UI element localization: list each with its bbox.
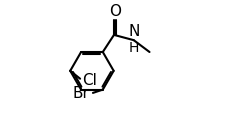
Text: O: O [108, 4, 121, 19]
Text: H: H [128, 41, 138, 55]
Text: N: N [128, 24, 139, 39]
Text: Cl: Cl [82, 73, 97, 87]
Text: Br: Br [72, 86, 89, 101]
